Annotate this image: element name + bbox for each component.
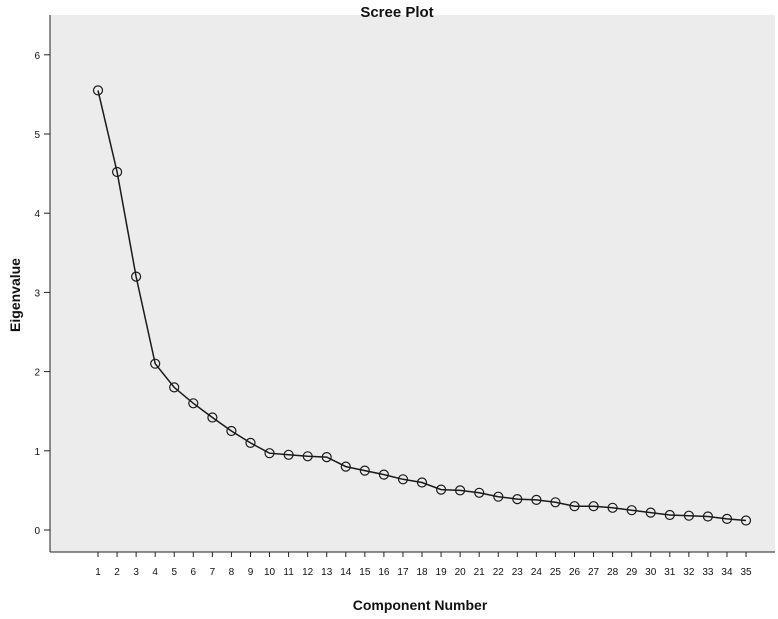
x-tick-label: 24 — [531, 567, 543, 578]
x-tick-label: 33 — [702, 567, 714, 578]
chart-title: Scree Plot — [360, 4, 433, 21]
data-point — [321, 452, 332, 463]
data-point — [207, 412, 218, 423]
x-tick-label: 11 — [283, 567, 294, 578]
data-point — [569, 501, 580, 512]
data-point — [264, 448, 275, 459]
y-tick-label: 0 — [34, 526, 40, 537]
data-point — [474, 487, 485, 498]
x-tick-label: 29 — [626, 567, 638, 578]
x-tick-label: 34 — [721, 567, 733, 578]
data-point — [721, 513, 733, 525]
data-point — [169, 382, 180, 393]
x-tick-label: 31 — [664, 567, 676, 578]
x-tick-label: 15 — [359, 567, 371, 578]
y-tick-label: 5 — [34, 130, 40, 141]
x-tick-label: 22 — [493, 567, 505, 578]
x-tick-label: 6 — [191, 567, 197, 578]
x-tick-label: 13 — [321, 567, 333, 578]
data-point — [397, 474, 409, 485]
data-point — [92, 85, 104, 96]
data-point — [245, 437, 256, 448]
y-tick-label: 2 — [34, 368, 40, 379]
x-tick-label: 26 — [569, 567, 581, 578]
x-tick-label: 17 — [397, 567, 409, 578]
data-point — [626, 505, 637, 516]
x-tick-label: 27 — [588, 567, 600, 578]
x-tick-label: 4 — [152, 567, 158, 578]
data-point — [645, 507, 656, 518]
x-tick-label: 9 — [248, 567, 254, 578]
data-point — [378, 469, 389, 480]
x-ticks: 1 2 3 4 5 6 7 8 9 10 11 12 13 14 15 16 17 18 19 20 21 22 23 24 2… — [95, 552, 752, 578]
x-tick-label: 1 — [95, 567, 101, 578]
data-point — [550, 497, 561, 508]
data-point — [683, 510, 695, 521]
data-point — [416, 477, 428, 488]
x-tick-label: 3 — [133, 567, 139, 578]
data-point — [188, 398, 199, 409]
data-point — [740, 515, 752, 526]
data-point — [531, 494, 542, 505]
y-tick-label: 4 — [34, 209, 40, 220]
data-point — [150, 358, 161, 369]
y-axis-label: Eigenvalue — [7, 258, 23, 332]
x-axis-label: Component Number — [353, 597, 488, 613]
y-tick-label: 1 — [34, 447, 40, 458]
data-point — [359, 465, 370, 476]
data-point — [131, 271, 142, 282]
x-tick-label: 20 — [455, 567, 467, 578]
x-tick-label: 18 — [416, 567, 428, 578]
data-point — [340, 461, 351, 472]
x-tick-label: 23 — [512, 567, 524, 578]
data-point — [588, 501, 599, 512]
x-tick-label: 5 — [171, 567, 177, 578]
x-tick-label: 25 — [550, 567, 562, 578]
x-tick-label: 16 — [378, 567, 390, 578]
y-tick-label: 6 — [34, 51, 40, 62]
series-line — [97, 90, 747, 522]
data-point — [436, 484, 447, 495]
plot-area — [50, 15, 775, 552]
x-tick-label: 32 — [683, 567, 695, 578]
x-tick-label: 21 — [474, 567, 486, 578]
x-tick-label: 12 — [302, 567, 314, 578]
data-point — [702, 511, 714, 522]
x-tick-label: 19 — [436, 567, 448, 578]
data-point — [283, 449, 294, 460]
x-tick-label: 8 — [229, 567, 235, 578]
data-point — [111, 166, 123, 178]
data-point — [493, 491, 504, 502]
x-tick-label: 28 — [607, 567, 619, 578]
x-tick-label: 30 — [645, 567, 657, 578]
x-tick-label: 7 — [210, 567, 216, 578]
data-point — [226, 425, 237, 437]
data-point — [302, 451, 313, 462]
y-tick-label: 3 — [34, 288, 40, 299]
data-point — [664, 509, 675, 521]
x-tick-label: 2 — [114, 567, 120, 578]
x-tick-label: 35 — [740, 567, 752, 578]
x-tick-label: 10 — [264, 567, 276, 578]
x-tick-label: 14 — [340, 567, 352, 578]
y-ticks: 0 1 2 3 4 5 6 — [34, 51, 50, 537]
data-point — [512, 494, 523, 505]
data-point — [455, 485, 466, 496]
data-point — [607, 502, 618, 513]
data-points — [92, 85, 752, 526]
